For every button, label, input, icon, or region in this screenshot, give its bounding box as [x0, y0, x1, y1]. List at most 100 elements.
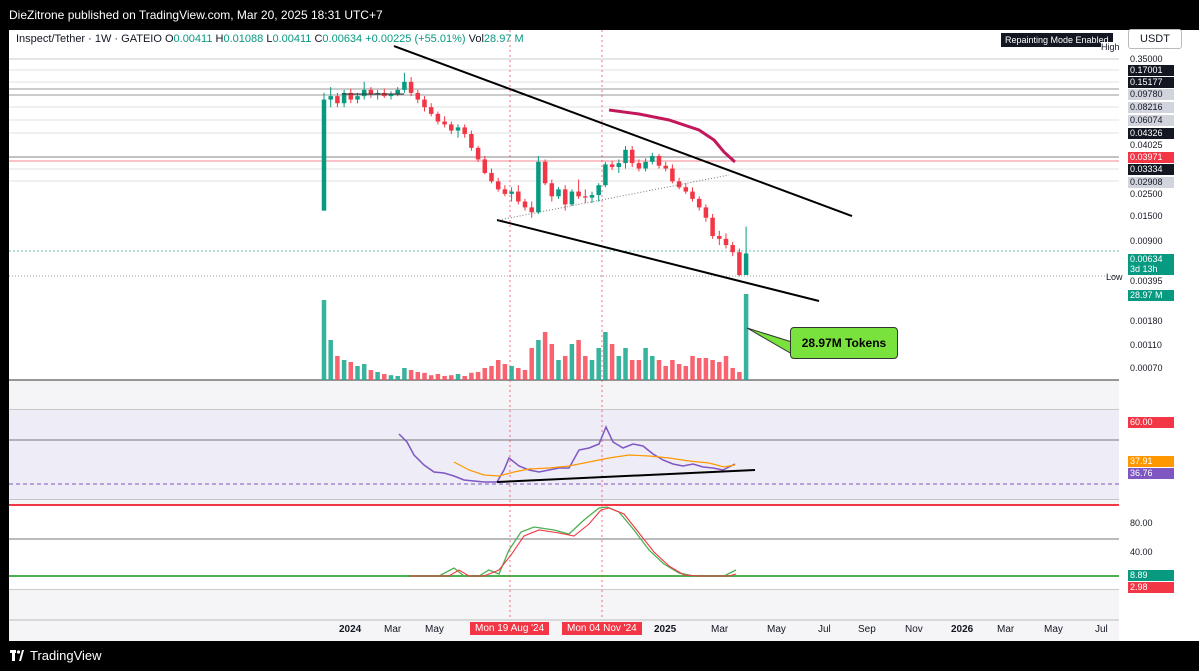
- volume-bar: [596, 348, 601, 380]
- volume-bars: [321, 294, 749, 380]
- axis-label: 0.09780: [1128, 89, 1174, 100]
- candle-body: [717, 236, 722, 239]
- volume-bar: [562, 356, 568, 380]
- candle-body: [355, 96, 360, 100]
- volume-bar: [650, 356, 655, 380]
- volume-bar: [395, 376, 400, 380]
- candle-body: [643, 161, 648, 169]
- volume-bar: [536, 340, 541, 380]
- time-label-mar-2025: Mar: [711, 624, 729, 635]
- volume-bar: [737, 372, 742, 380]
- volume-bar: [321, 300, 327, 380]
- low-tag: Low: [1106, 272, 1123, 282]
- time-label-nov-2025: Nov: [905, 624, 923, 635]
- volume-bar: [643, 348, 648, 380]
- axis-label: 28.97 M: [1128, 290, 1174, 301]
- volume-bar: [616, 356, 622, 380]
- rsi-background: [9, 410, 1119, 500]
- upper-trendline: [393, 45, 853, 217]
- volume-bar: [361, 364, 367, 380]
- volume-bar: [670, 360, 675, 380]
- volume-value: 28.97 M: [483, 33, 524, 45]
- candle-body: [569, 191, 575, 205]
- axis-label: 0.00395: [1130, 276, 1163, 286]
- time-label-may-2025: May: [767, 624, 786, 635]
- candle-body: [348, 92, 354, 100]
- candle-body: [361, 89, 367, 97]
- axis-label: 0.01500: [1130, 211, 1163, 221]
- candle-body: [596, 185, 601, 196]
- time-label-2024: 2024: [339, 624, 362, 635]
- axis-label: 0.03334: [1128, 164, 1174, 175]
- volume-bar: [710, 360, 715, 380]
- high-value: 0.01088: [223, 33, 264, 45]
- candle-body: [415, 92, 421, 100]
- candle-body: [475, 147, 481, 160]
- axis-label: 36.76: [1128, 468, 1174, 479]
- time-label-mar-2026: Mar: [997, 624, 1015, 635]
- volume-callout: 28.97M Tokens: [790, 327, 898, 359]
- volume-bar: [348, 362, 354, 380]
- close-label: C: [314, 33, 323, 45]
- time-label-may: May: [425, 624, 444, 635]
- time-label-jul-2025: Jul: [818, 624, 831, 635]
- volume-bar: [623, 348, 628, 380]
- candle-body: [462, 127, 467, 135]
- axis-label: 0.08216: [1128, 102, 1174, 113]
- candle-body: [449, 124, 454, 131]
- candle-body: [656, 155, 662, 166]
- low-value: 0.00411: [272, 33, 312, 45]
- volume-bar: [576, 340, 581, 380]
- volume-label: Vol: [468, 33, 484, 45]
- candle-body: [368, 89, 374, 95]
- volume-bar: [656, 360, 662, 380]
- volume-bar: [495, 360, 501, 380]
- callout-pointer: [746, 327, 793, 355]
- volume-bar: [603, 332, 608, 380]
- candle-body: [556, 189, 561, 197]
- candle-body: [576, 191, 581, 197]
- candle-body: [549, 183, 555, 197]
- footer-brand: TradingView: [30, 648, 102, 663]
- support-dotted: [498, 174, 730, 221]
- volume-bar: [717, 362, 722, 380]
- volume-bar: [509, 366, 514, 380]
- volume-bar: [368, 370, 374, 380]
- stoch-k-line: [409, 506, 737, 577]
- volume-bar: [489, 366, 494, 380]
- candle-body: [469, 134, 474, 148]
- volume-bar: [609, 344, 615, 380]
- axis-label: 80.00: [1130, 518, 1153, 528]
- volume-bar: [556, 360, 561, 380]
- axis-label: 0.04326: [1128, 128, 1174, 139]
- rsi-line: [398, 425, 736, 483]
- candle-body: [328, 96, 333, 100]
- symbol-legend: Inspect/Tether · 1W · GATEIO O0.00411 H0…: [16, 33, 524, 45]
- candle-body: [382, 92, 387, 97]
- candle-body: [650, 155, 655, 162]
- time-label-sep-2025: Sep: [858, 624, 876, 635]
- axis-label: 0.04025: [1130, 140, 1163, 150]
- candle-body: [442, 121, 447, 125]
- axis-label: 0.15177: [1128, 77, 1174, 88]
- volume-bar: [549, 344, 555, 380]
- rsi-ma-line: [453, 454, 736, 477]
- axis-label: 60.00: [1128, 417, 1174, 428]
- currency-button[interactable]: USDT: [1128, 29, 1182, 49]
- volume-bar: [462, 376, 467, 380]
- drawings: [342, 45, 853, 577]
- chart-canvas[interactable]: [9, 30, 1119, 641]
- volume-bar: [663, 366, 668, 380]
- axis-label: 8.89: [1128, 570, 1174, 581]
- close-value: 0.00634: [322, 33, 363, 45]
- candle-body: [636, 163, 642, 169]
- pane-gap: [9, 500, 1119, 505]
- time-label-aug: Mon 19 Aug '24: [470, 622, 550, 635]
- candles: [321, 72, 749, 277]
- candle-body: [670, 168, 675, 182]
- candle-body: [522, 201, 528, 208]
- volume-bar: [422, 372, 427, 380]
- candle-body: [341, 92, 347, 104]
- candle-body: [583, 196, 588, 198]
- axis-label: 0.00634: [1128, 254, 1174, 265]
